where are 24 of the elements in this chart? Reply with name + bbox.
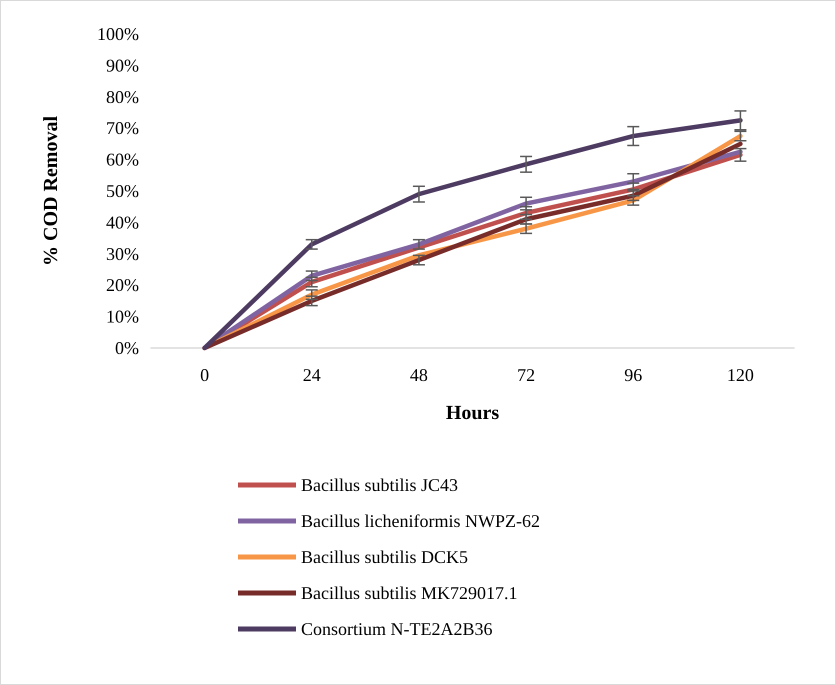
legend-label: Bacillus subtilis DCK5 — [301, 547, 468, 567]
legend-label: Consortium N-TE2A2B36 — [301, 619, 492, 639]
x-tick-label: 72 — [517, 365, 536, 385]
y-tick-label: 60% — [106, 150, 139, 170]
y-tick-label: 100% — [97, 24, 139, 44]
x-tick-label: 24 — [302, 365, 321, 385]
x-axis-title: Hours — [446, 402, 500, 424]
y-tick-label: 70% — [106, 118, 139, 138]
y-tick-label: 20% — [106, 275, 139, 296]
y-tick-label: 30% — [106, 244, 139, 264]
y-tick-label: 80% — [106, 86, 139, 107]
x-tick-label: 120 — [726, 365, 754, 385]
y-tick-label: 90% — [106, 55, 139, 76]
y-tick-label: 0% — [115, 338, 139, 358]
legend-label: Bacillus subtilis MK729017.1 — [301, 583, 518, 603]
y-tick-label: 40% — [106, 212, 139, 232]
legend-label: Bacillus subtilis JC43 — [301, 475, 458, 495]
x-tick-label: 0 — [200, 365, 210, 385]
y-tick-label: 10% — [106, 306, 139, 327]
x-tick-label: 48 — [410, 365, 428, 385]
y-axis-title: % COD Removal — [40, 116, 62, 266]
legend-label: Bacillus licheniformis NWPZ-62 — [301, 511, 540, 531]
y-tick-label: 50% — [106, 181, 139, 201]
x-tick-label: 96 — [624, 365, 642, 385]
